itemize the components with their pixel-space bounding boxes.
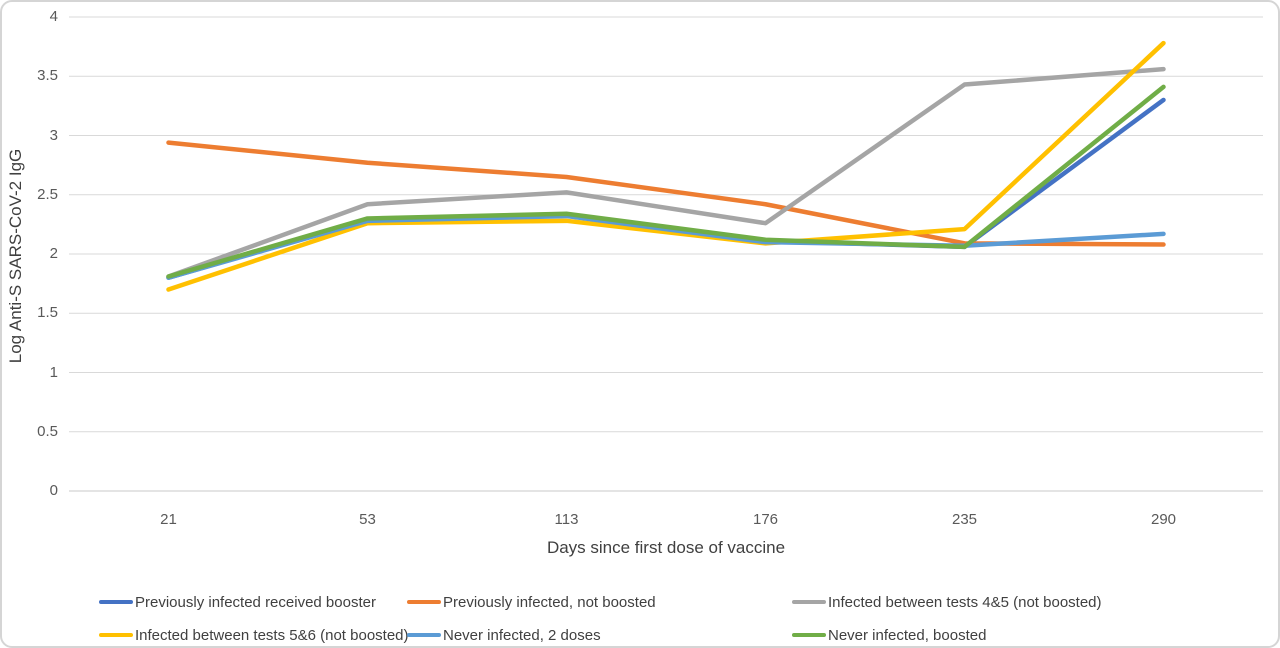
legend-item: Previously infected, not boosted [407, 593, 656, 611]
series-line-2 [166, 66, 1166, 279]
legend-line-swatch-icon [792, 600, 826, 604]
y-tick-label: 3.5 [37, 67, 58, 85]
legend-label: Previously infected received booster [135, 593, 376, 611]
x-tick-label: 113 [554, 511, 579, 528]
x-tick-label: 53 [359, 511, 376, 528]
legend-label: Never infected, boosted [828, 626, 987, 644]
legend-item: Never infected, boosted [792, 626, 986, 644]
legend-line-swatch-icon [792, 633, 826, 637]
x-axis-title: Days since first dose of vaccine [546, 538, 786, 557]
y-tick-label: 2 [49, 245, 58, 262]
y-tick-label: 0.5 [37, 422, 58, 440]
y-tick-label: 0 [49, 482, 58, 499]
x-tick-label: 176 [752, 511, 779, 528]
y-tick-label: 3 [49, 126, 58, 144]
y-tick-label: 1.5 [37, 304, 58, 322]
legend-item: Infected between tests 5&6 (not boosted) [99, 626, 409, 644]
x-tick-label: 290 [1150, 511, 1177, 528]
legend-label: Never infected, 2 doses [443, 626, 601, 644]
legend-line-swatch-icon [407, 600, 441, 604]
x-tick-label: 21 [160, 511, 177, 528]
y-tick-label: 2.5 [37, 185, 58, 203]
legend-label: Infected between tests 5&6 (not boosted) [135, 626, 409, 644]
legend-item: Never infected, 2 doses [407, 626, 601, 644]
series-line-5 [166, 84, 1166, 279]
legend-label: Previously infected, not boosted [443, 593, 656, 611]
y-tick-label: 4 [49, 8, 58, 25]
legend-line-swatch-icon [99, 633, 133, 637]
legend-item: Infected between tests 4&5 (not boosted) [792, 593, 1102, 611]
legend-label: Infected between tests 4&5 (not boosted) [828, 593, 1102, 611]
series-line-3 [166, 40, 1166, 292]
y-tick-label: 1 [49, 363, 58, 381]
x-tick-label: 235 [951, 511, 978, 528]
legend-item: Previously infected received booster [99, 593, 376, 611]
legend-line-swatch-icon [99, 600, 133, 604]
legend-line-swatch-icon [407, 633, 441, 637]
